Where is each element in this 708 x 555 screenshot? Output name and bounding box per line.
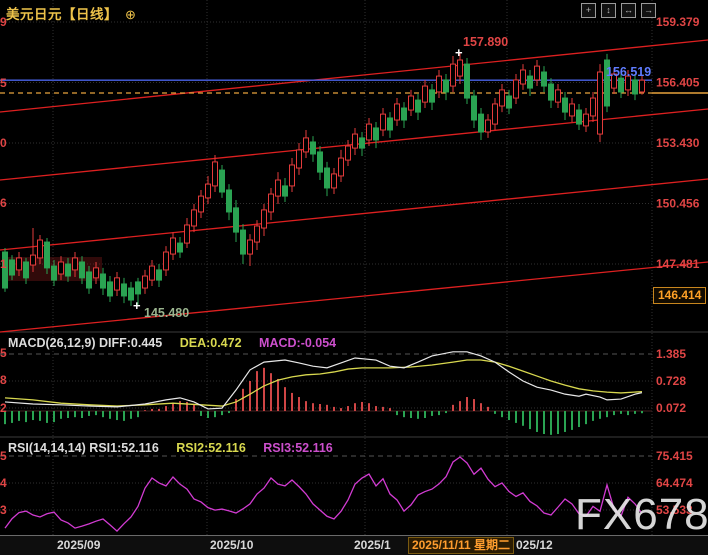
svg-text:8: 8 [0, 373, 7, 387]
svg-text:1: 1 [0, 257, 7, 271]
svg-text:0: 0 [0, 136, 7, 150]
svg-text:153.430: 153.430 [656, 136, 700, 150]
macd-value-label: MACD:-0.054 [259, 336, 337, 350]
svg-text:4: 4 [0, 476, 7, 490]
svg-text:150.456: 150.456 [656, 196, 700, 210]
svg-text:156.405: 156.405 [656, 75, 700, 89]
rsi2-label: RSI2:52.116 [176, 441, 246, 455]
svg-text:5: 5 [0, 76, 7, 90]
svg-text:3: 3 [0, 503, 7, 517]
cursor-price-badge: 146.414 [653, 287, 707, 304]
high-annotation: 157.890 [463, 35, 509, 49]
svg-text:6: 6 [0, 196, 7, 210]
svg-text:5: 5 [0, 346, 7, 360]
low-annotation: 145.480 [144, 306, 190, 320]
svg-text:5: 5 [0, 449, 7, 463]
cursor-date-badge: 2025/11/11 星期二 [408, 537, 514, 554]
macd-dea-label: DEA:0.472 [179, 336, 242, 350]
crosshair-icon[interactable]: + [581, 3, 596, 18]
svg-text:2: 2 [0, 401, 7, 415]
macd-indicator-row: MACD(26,12,9) DIFF:0.445 DEA:0.472 MACD:… [8, 336, 336, 350]
svg-text:64.474: 64.474 [656, 476, 693, 490]
time-axis-label: 025/12 [516, 538, 553, 552]
rsi-indicator-row: RSI(14,14,14) RSI1:52.116 RSI2:52.116 RS… [8, 441, 333, 455]
svg-text:53.533: 53.533 [656, 503, 693, 517]
watermark: FX678 [575, 490, 708, 539]
svg-text:159.379: 159.379 [656, 15, 700, 29]
time-axis[interactable]: 2025/09 2025/10 2025/1 025/12 [0, 535, 708, 555]
rsi3-label: RSI3:52.116 [263, 441, 333, 455]
svg-text:75.415: 75.415 [656, 449, 693, 463]
axis-vertical-icon[interactable]: ↕ [601, 3, 616, 18]
svg-text:0.728: 0.728 [656, 374, 686, 388]
svg-text:1.385: 1.385 [656, 347, 686, 361]
last-price-label: 156.519 [606, 65, 652, 79]
macd-label: MACD(26,12,9) DIFF:0.445 [8, 336, 163, 350]
low-marker-icon: + [133, 298, 141, 313]
rsi1-label: RSI(14,14,14) RSI1:52.116 [8, 441, 159, 455]
period-label: 【日线】 [62, 7, 118, 22]
time-axis-label: 2025/1 [354, 538, 391, 552]
instrument-title: 美元日元【日线】 ⊕ [6, 3, 136, 23]
time-axis-label: 2025/10 [210, 538, 254, 552]
svg-text:0.072: 0.072 [656, 401, 686, 415]
axis-horizontal-icon[interactable]: ↔ [621, 3, 636, 18]
svg-text:9: 9 [0, 15, 7, 29]
symbol-label: 美元日元 [6, 7, 62, 22]
indicator-settings-icon[interactable]: ⊕ [125, 7, 137, 22]
chart-toolbar: + ↕ ↔ → [581, 3, 656, 18]
time-axis-label: 2025/09 [57, 538, 101, 552]
high-marker-icon: + [455, 45, 463, 60]
axis-shift-icon[interactable]: → [641, 3, 656, 18]
svg-text:147.481: 147.481 [656, 257, 700, 271]
